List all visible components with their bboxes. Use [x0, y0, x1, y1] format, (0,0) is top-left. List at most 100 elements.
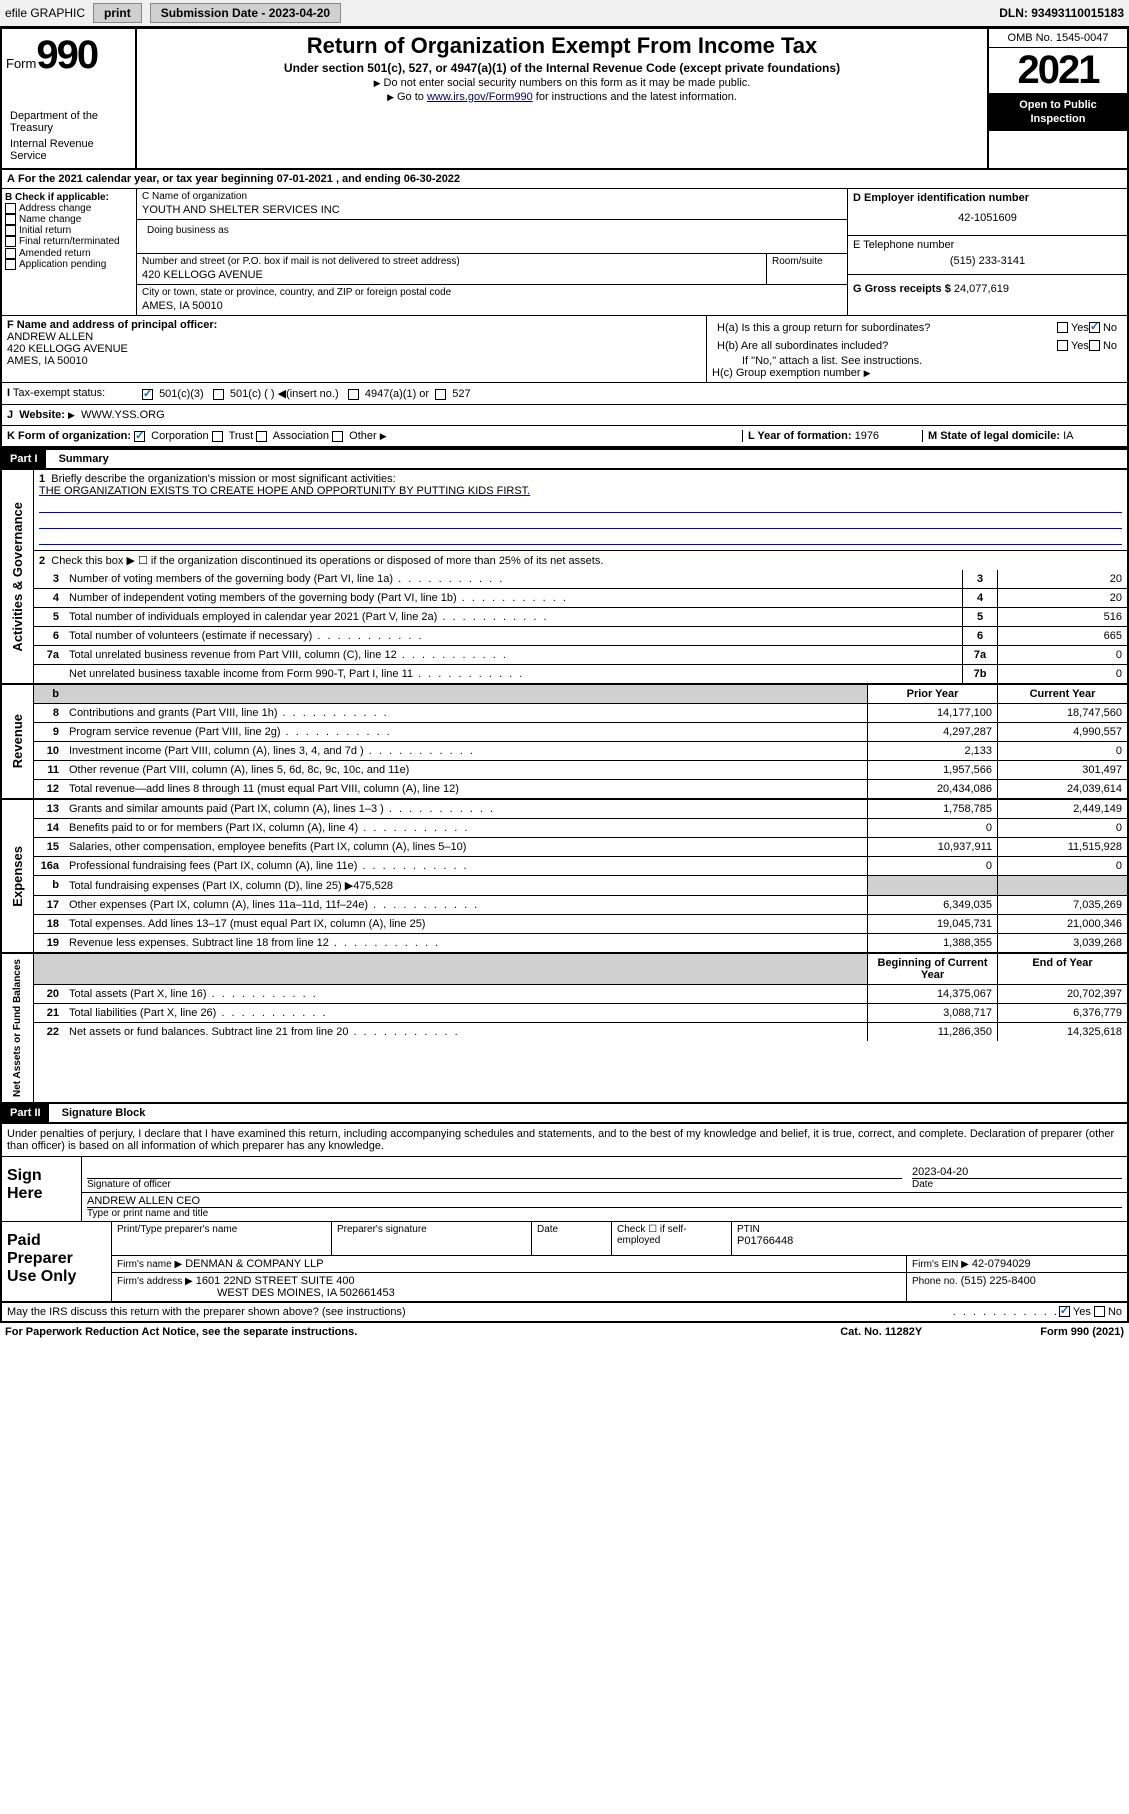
side-netassets: Net Assets or Fund Balances	[9, 954, 26, 1102]
p16a: 0	[867, 857, 997, 875]
chk-amended[interactable]: Amended return	[5, 248, 133, 259]
prep-name-label: Print/Type preparer's name	[117, 1224, 326, 1235]
may-no[interactable]	[1094, 1306, 1105, 1317]
b-check-label: B Check if applicable:	[5, 192, 133, 203]
firm-ein-label: Firm's EIN ▶	[912, 1259, 969, 1270]
chk-trust[interactable]	[212, 431, 223, 442]
k-label: K Form of organization:	[7, 430, 131, 442]
chk-corp[interactable]	[134, 431, 145, 442]
website: WWW.YSS.ORG	[81, 409, 165, 421]
c12: 24,039,614	[997, 780, 1127, 798]
ha-yes[interactable]	[1057, 322, 1068, 333]
line2: Check this box ▶ ☐ if the organization d…	[51, 555, 603, 567]
may-irs: May the IRS discuss this return with the…	[7, 1306, 953, 1318]
ein: 42-1051609	[853, 204, 1122, 232]
may-yes[interactable]	[1059, 1306, 1070, 1317]
officer-addr1: 420 KELLOGG AVENUE	[7, 343, 701, 355]
line19: Revenue less expenses. Subtract line 18 …	[69, 937, 329, 949]
firm-name-label: Firm's name ▶	[117, 1259, 182, 1270]
chk-application[interactable]: Application pending	[5, 259, 133, 270]
state-domicile: IA	[1063, 430, 1073, 442]
part2-title: Signature Block	[62, 1107, 146, 1119]
officer-addr2: AMES, IA 50010	[7, 355, 701, 367]
d-label: D Employer identification number	[853, 192, 1122, 204]
ha-label: H(a) Is this a group return for subordin…	[717, 322, 1057, 334]
chk-527[interactable]	[435, 389, 446, 400]
prep-sig-label: Preparer's signature	[337, 1224, 526, 1235]
end-year-header: End of Year	[997, 954, 1127, 984]
street-address: 420 KELLOGG AVENUE	[137, 269, 766, 284]
officer-name: ANDREW ALLEN	[7, 331, 701, 343]
chk-initial[interactable]: Initial return	[5, 225, 133, 236]
chk-address[interactable]: Address change	[5, 203, 133, 214]
chk-assoc[interactable]	[256, 431, 267, 442]
c22: 14,325,618	[997, 1023, 1127, 1041]
c20: 20,702,397	[997, 985, 1127, 1003]
chk-final[interactable]: Final return/terminated	[5, 236, 133, 247]
part2-header: Part II	[2, 1104, 49, 1122]
c11: 301,497	[997, 761, 1127, 779]
line15: Salaries, other compensation, employee b…	[69, 841, 466, 853]
dept-treasury: Department of the Treasury	[6, 108, 131, 136]
top-bar: efile GRAPHIC print Submission Date - 20…	[0, 0, 1129, 27]
submission-date: Submission Date - 2023-04-20	[150, 3, 341, 23]
begin-year-header: Beginning of Current Year	[867, 954, 997, 984]
c13: 2,449,149	[997, 800, 1127, 818]
note-ssn: Do not enter social security numbers on …	[384, 77, 751, 89]
city-label: City or town, state or province, country…	[137, 285, 847, 300]
c18: 21,000,346	[997, 915, 1127, 933]
chk-other[interactable]	[332, 431, 343, 442]
c19: 3,039,268	[997, 934, 1127, 952]
line7a: Total unrelated business revenue from Pa…	[69, 649, 397, 661]
part1-title: Summary	[59, 453, 109, 465]
note-goto-post: for instructions and the latest informat…	[533, 91, 737, 103]
sig-officer-label: Signature of officer	[87, 1179, 902, 1190]
line3: Number of voting members of the governin…	[69, 573, 393, 585]
line10: Investment income (Part VIII, column (A)…	[69, 745, 364, 757]
l-label: L Year of formation:	[748, 430, 852, 442]
form-number: 990	[36, 33, 97, 77]
phone: (515) 233-3141	[853, 251, 1122, 271]
penalties-text: Under penalties of perjury, I declare th…	[0, 1124, 1129, 1157]
form-footer: Form 990 (2021)	[1040, 1326, 1124, 1338]
p21: 3,088,717	[867, 1004, 997, 1022]
form990-link[interactable]: www.irs.gov/Form990	[427, 91, 533, 103]
p17: 6,349,035	[867, 896, 997, 914]
chk-4947[interactable]	[348, 389, 359, 400]
m-label: M State of legal domicile:	[928, 430, 1060, 442]
part1-header: Part I	[2, 450, 46, 468]
chk-name[interactable]: Name change	[5, 214, 133, 225]
ptin: P01766448	[737, 1235, 1122, 1247]
i-label: Tax-exempt status:	[13, 387, 105, 399]
chk-501c3[interactable]	[142, 389, 153, 400]
line1-label: Briefly describe the organization's miss…	[51, 473, 395, 485]
f-label: F Name and address of principal officer:	[7, 319, 701, 331]
v6: 665	[997, 627, 1127, 645]
v4: 20	[997, 589, 1127, 607]
line6: Total number of volunteers (estimate if …	[69, 630, 312, 642]
print-button[interactable]: print	[93, 3, 142, 23]
paid-preparer-label: Paid Preparer Use Only	[2, 1222, 112, 1301]
open-public: Open to Public Inspection	[989, 94, 1127, 131]
hb-no[interactable]	[1089, 340, 1100, 351]
line18: Total expenses. Add lines 13–17 (must eq…	[69, 918, 425, 930]
ptin-label: PTIN	[737, 1224, 1122, 1235]
c9: 4,990,557	[997, 723, 1127, 741]
c17: 7,035,269	[997, 896, 1127, 914]
ha-no[interactable]	[1089, 322, 1100, 333]
c15: 11,515,928	[997, 838, 1127, 856]
line4: Number of independent voting members of …	[69, 592, 457, 604]
paperwork-notice: For Paperwork Reduction Act Notice, see …	[5, 1326, 840, 1338]
line7b: Net unrelated business taxable income fr…	[69, 668, 413, 680]
j-label: Website:	[19, 409, 65, 421]
hb-yes[interactable]	[1057, 340, 1068, 351]
cat-no: Cat. No. 11282Y	[840, 1326, 1040, 1338]
c8: 18,747,560	[997, 704, 1127, 722]
p9: 4,297,287	[867, 723, 997, 741]
chk-501c[interactable]	[213, 389, 224, 400]
line8: Contributions and grants (Part VIII, lin…	[69, 707, 278, 719]
p15: 10,937,911	[867, 838, 997, 856]
form-subtitle: Under section 501(c), 527, or 4947(a)(1)…	[145, 61, 979, 75]
line9: Program service revenue (Part VIII, line…	[69, 726, 281, 738]
tax-year-range: A For the 2021 calendar year, or tax yea…	[2, 170, 1127, 189]
